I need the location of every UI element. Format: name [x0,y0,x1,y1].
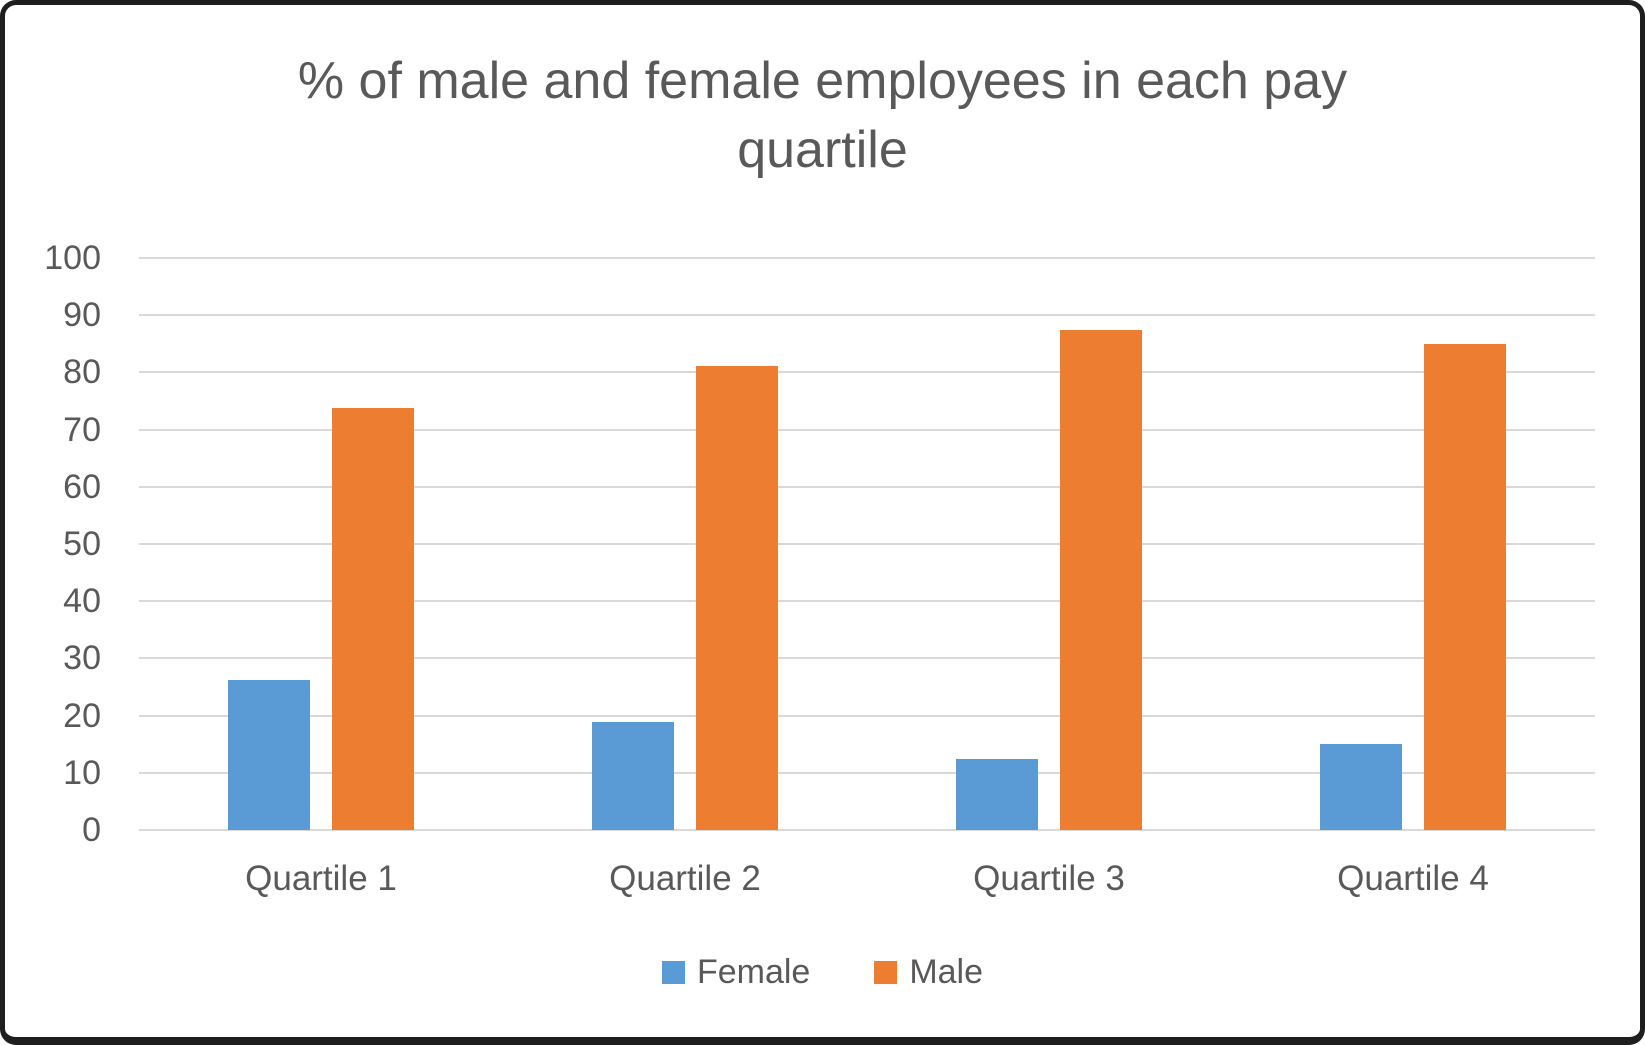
gridline-40 [139,600,1595,603]
bar-male-quartile-3 [1060,329,1142,830]
legend-item-male: Male [874,953,983,992]
bar-female-quartile-1 [228,679,310,830]
bar-female-quartile-2 [592,722,674,830]
y-tick-label-40: 40 [63,582,101,621]
bar-male-quartile-2 [696,365,778,830]
y-tick-label-90: 90 [63,296,101,335]
chart-title: % of male and female employees in each p… [297,52,1348,179]
bar-female-quartile-3 [956,758,1038,830]
male-legend-swatch-icon [874,961,898,984]
female-legend-swatch-icon [661,961,685,984]
bar-male-quartile-4 [1424,343,1506,830]
y-tick-label-60: 60 [63,467,101,506]
y-tick-label-0: 0 [82,811,101,849]
gridline-60 [139,485,1595,488]
gridline-70 [139,428,1595,431]
x-tick-label-quartile-3: Quartile 3 [973,859,1125,898]
y-tick-label-100: 100 [44,239,101,277]
gridline-0 [139,829,1595,831]
legend-label-male: Male [909,953,984,991]
y-tick-label-80: 80 [63,353,101,392]
gridline-30 [139,657,1595,660]
legend: Female Male [5,953,1640,992]
y-tick-label-20: 20 [63,696,101,735]
legend-label-female: Female [696,953,811,991]
plot-area [139,257,1595,831]
gridline-50 [139,543,1595,545]
x-tick-label-quartile-2: Quartile 2 [609,859,761,898]
legend-item-female: Female [661,953,811,992]
gridline-80 [139,371,1595,374]
y-tick-label-10: 10 [63,753,101,792]
gridline-100 [139,257,1595,259]
bar-female-quartile-4 [1320,744,1402,830]
y-tick-label-50: 50 [63,525,101,563]
x-tick-label-quartile-4: Quartile 4 [1337,859,1489,898]
bar-male-quartile-1 [332,408,414,830]
y-tick-label-30: 30 [63,639,101,678]
y-tick-label-70: 70 [63,410,101,449]
gridline-20 [139,714,1595,717]
x-tick-label-quartile-1: Quartile 1 [245,859,397,898]
gridline-90 [139,314,1595,317]
gridline-10 [139,771,1595,774]
